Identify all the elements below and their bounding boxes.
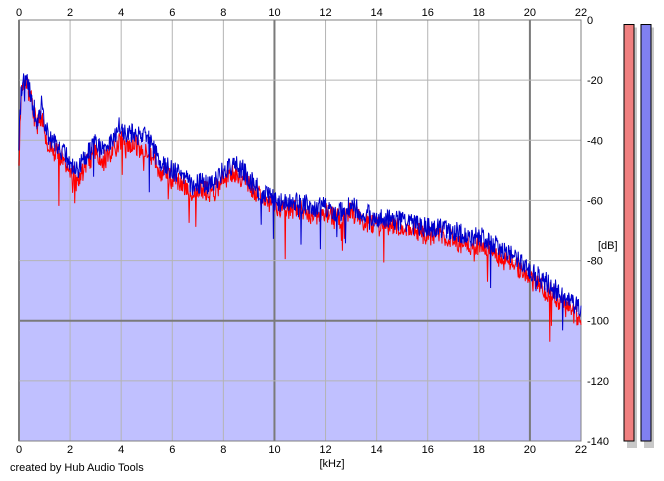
x-tick-label-top: 0 [16, 7, 22, 19]
x-tick-label-top: 8 [220, 7, 226, 19]
x-tick-label-bottom: 6 [169, 444, 175, 456]
x-tick-label-top: 14 [371, 7, 383, 19]
level-meter-1 [623, 24, 635, 442]
x-tick-label-bottom: 22 [575, 444, 587, 456]
x-tick-label-top: 4 [118, 7, 124, 19]
y-axis-label: [dB] [598, 240, 618, 252]
x-tick-label-top: 22 [575, 7, 587, 19]
x-tick-label-bottom: 0 [16, 444, 22, 456]
y-tick-label: 0 [587, 15, 593, 27]
y-tick-label: -140 [587, 436, 609, 448]
x-tick-label-top: 16 [422, 7, 434, 19]
x-tick-label-top: 18 [473, 7, 485, 19]
y-tick-label: -20 [587, 75, 603, 87]
x-axis-label: [kHz] [319, 458, 344, 470]
x-tick-label-top: 12 [319, 7, 331, 19]
x-tick-label-bottom: 10 [268, 444, 280, 456]
y-tick-label: -120 [587, 376, 609, 388]
x-tick-label-top: 10 [268, 7, 280, 19]
y-tick-label: -40 [587, 135, 603, 147]
y-tick-label: -60 [587, 195, 603, 207]
x-tick-label-bottom: 14 [371, 444, 383, 456]
x-tick-label-top: 6 [169, 7, 175, 19]
x-tick-label-top: 2 [67, 7, 73, 19]
x-tick-label-bottom: 18 [473, 444, 485, 456]
y-tick-label: -100 [587, 316, 609, 328]
x-tick-label-bottom: 8 [220, 444, 226, 456]
x-tick-label-bottom: 12 [319, 444, 331, 456]
x-tick-label-top: 20 [524, 7, 536, 19]
level-meter-2 [640, 24, 652, 442]
x-tick-label-bottom: 16 [422, 444, 434, 456]
series-2-line [18, 73, 582, 331]
x-tick-label-bottom: 20 [524, 444, 536, 456]
x-tick-label-bottom: 4 [118, 444, 124, 456]
credit-text: created by Hub Audio Tools [10, 462, 144, 474]
y-tick-label: -80 [587, 256, 603, 268]
x-tick-label-bottom: 2 [67, 444, 73, 456]
plot-frame [18, 19, 582, 442]
